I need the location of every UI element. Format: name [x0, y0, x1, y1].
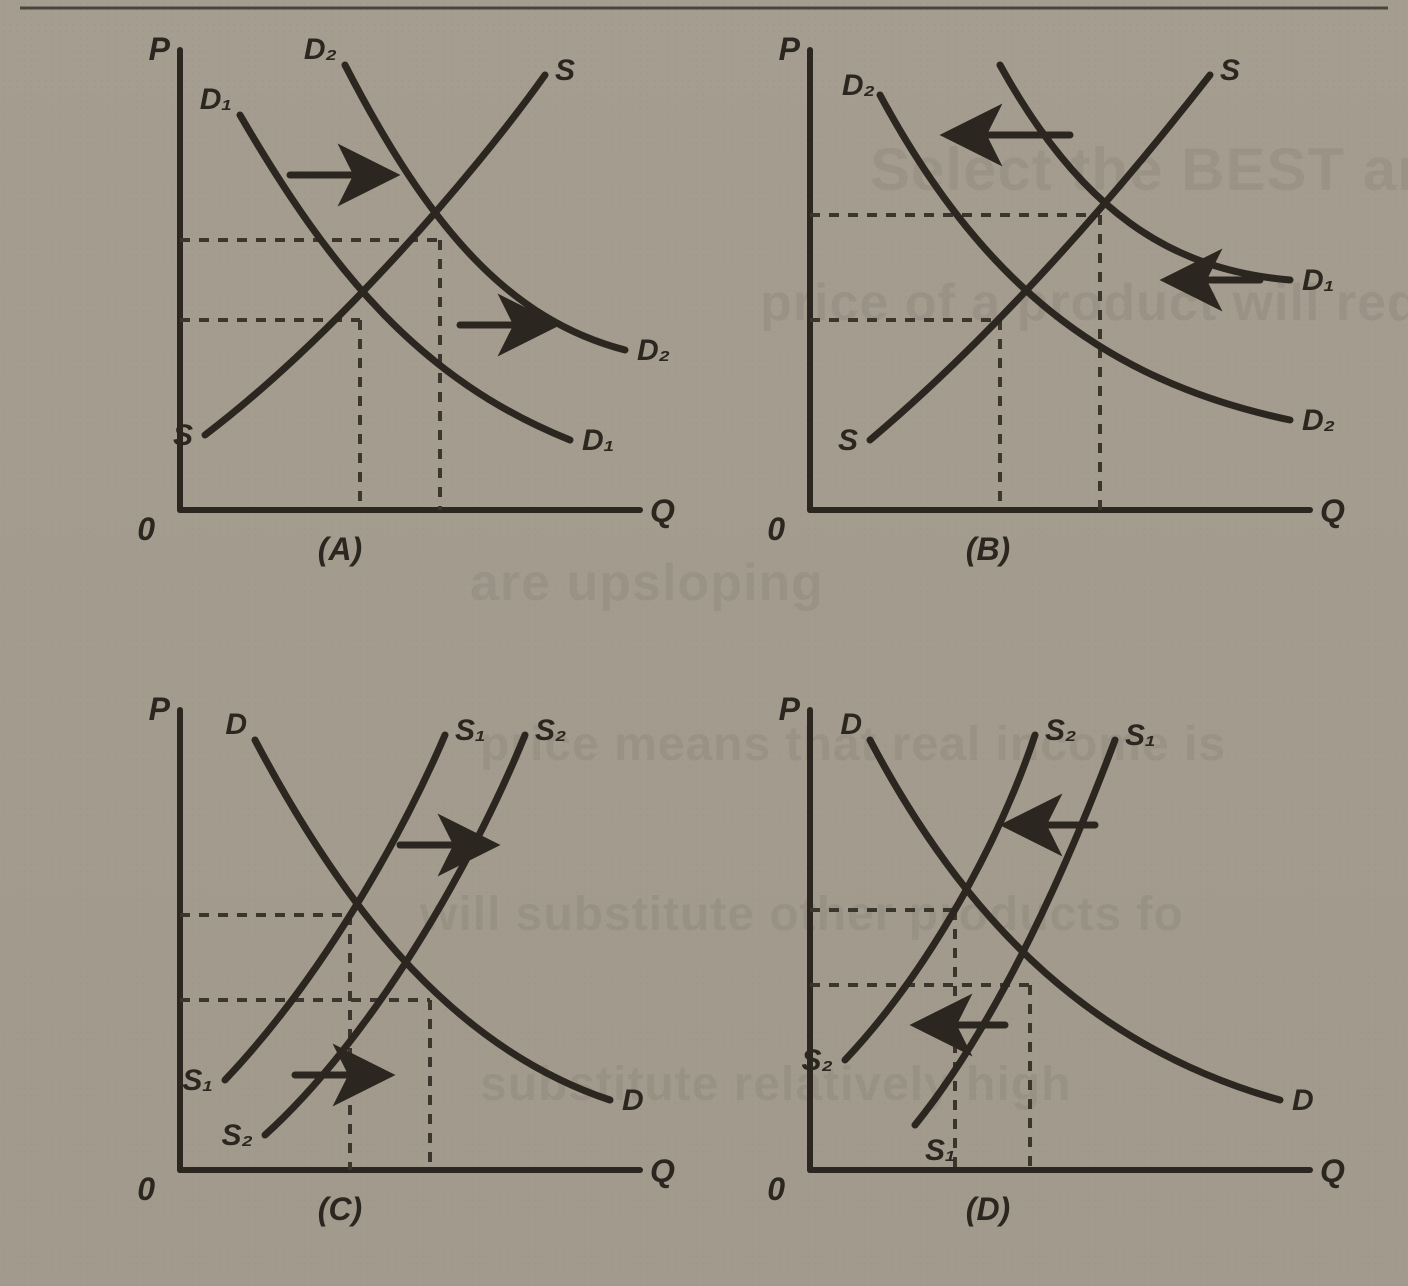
svg-text:D₁: D₁: [1302, 264, 1334, 297]
svg-text:will substitute other products: will substitute other products fo: [419, 888, 1184, 941]
svg-text:0: 0: [137, 1171, 155, 1207]
svg-text:Q: Q: [1320, 493, 1345, 529]
svg-text:(A): (A): [318, 531, 362, 567]
svg-text:S₁: S₁: [455, 714, 486, 747]
svg-text:S: S: [838, 424, 858, 457]
svg-text:S: S: [173, 419, 193, 452]
svg-text:D: D: [622, 1084, 644, 1117]
svg-text:D₂: D₂: [637, 334, 670, 367]
svg-text:S: S: [555, 54, 575, 87]
svg-text:0: 0: [767, 1171, 785, 1207]
svg-text:S₁: S₁: [182, 1064, 213, 1097]
panel-D: P Q 0 S₁ S₁ S₂ S₂ D D (D): [767, 691, 1345, 1227]
svg-text:D₁: D₁: [200, 83, 232, 116]
svg-text:0: 0: [767, 511, 785, 547]
svg-text:P: P: [779, 691, 801, 727]
svg-text:Q: Q: [650, 1153, 675, 1189]
diagram-canvas: Select the BEST anprice of a product wil…: [0, 0, 1408, 1286]
svg-text:P: P: [149, 691, 171, 727]
svg-text:S₂: S₂: [535, 714, 566, 747]
svg-text:(D): (D): [966, 1191, 1010, 1227]
svg-text:S₂: S₂: [222, 1119, 253, 1152]
panel-C: P Q 0 S₁ S₁ S₂ S₂ D D (C): [137, 691, 675, 1227]
page: Select the BEST anprice of a product wil…: [0, 0, 1408, 1286]
svg-text:D: D: [1292, 1084, 1314, 1117]
svg-text:D₁: D₁: [582, 424, 614, 457]
svg-text:D₂: D₂: [842, 69, 875, 102]
svg-text:D₂: D₂: [304, 33, 337, 66]
svg-text:S₂: S₂: [1045, 714, 1076, 747]
svg-text:S₁: S₁: [925, 1134, 956, 1167]
svg-text:S₁: S₁: [1125, 719, 1156, 752]
svg-text:(C): (C): [318, 1191, 362, 1227]
panels-layer: P Q 0 S S D₁ D₁ D₂ D₂ (A) P Q 0 S S D₁ D₂ D₂ (B) P Q 0 S₁ S₁ S₂ S…: [137, 31, 1345, 1227]
svg-text:S: S: [1220, 54, 1240, 87]
svg-text:(B): (B): [966, 531, 1010, 567]
svg-text:Select the BEST an: Select the BEST an: [870, 136, 1408, 203]
svg-text:D: D: [225, 708, 247, 741]
svg-text:S₂: S₂: [802, 1044, 833, 1077]
svg-text:Q: Q: [1320, 1153, 1345, 1189]
panel-A: P Q 0 S S D₁ D₁ D₂ D₂ (A): [137, 31, 675, 567]
svg-text:0: 0: [137, 511, 155, 547]
svg-text:are upsloping: are upsloping: [470, 554, 824, 612]
svg-text:Q: Q: [650, 493, 675, 529]
svg-text:D₂: D₂: [1302, 404, 1335, 437]
svg-text:P: P: [779, 31, 801, 67]
svg-text:P: P: [149, 31, 171, 67]
svg-text:D: D: [840, 708, 862, 741]
